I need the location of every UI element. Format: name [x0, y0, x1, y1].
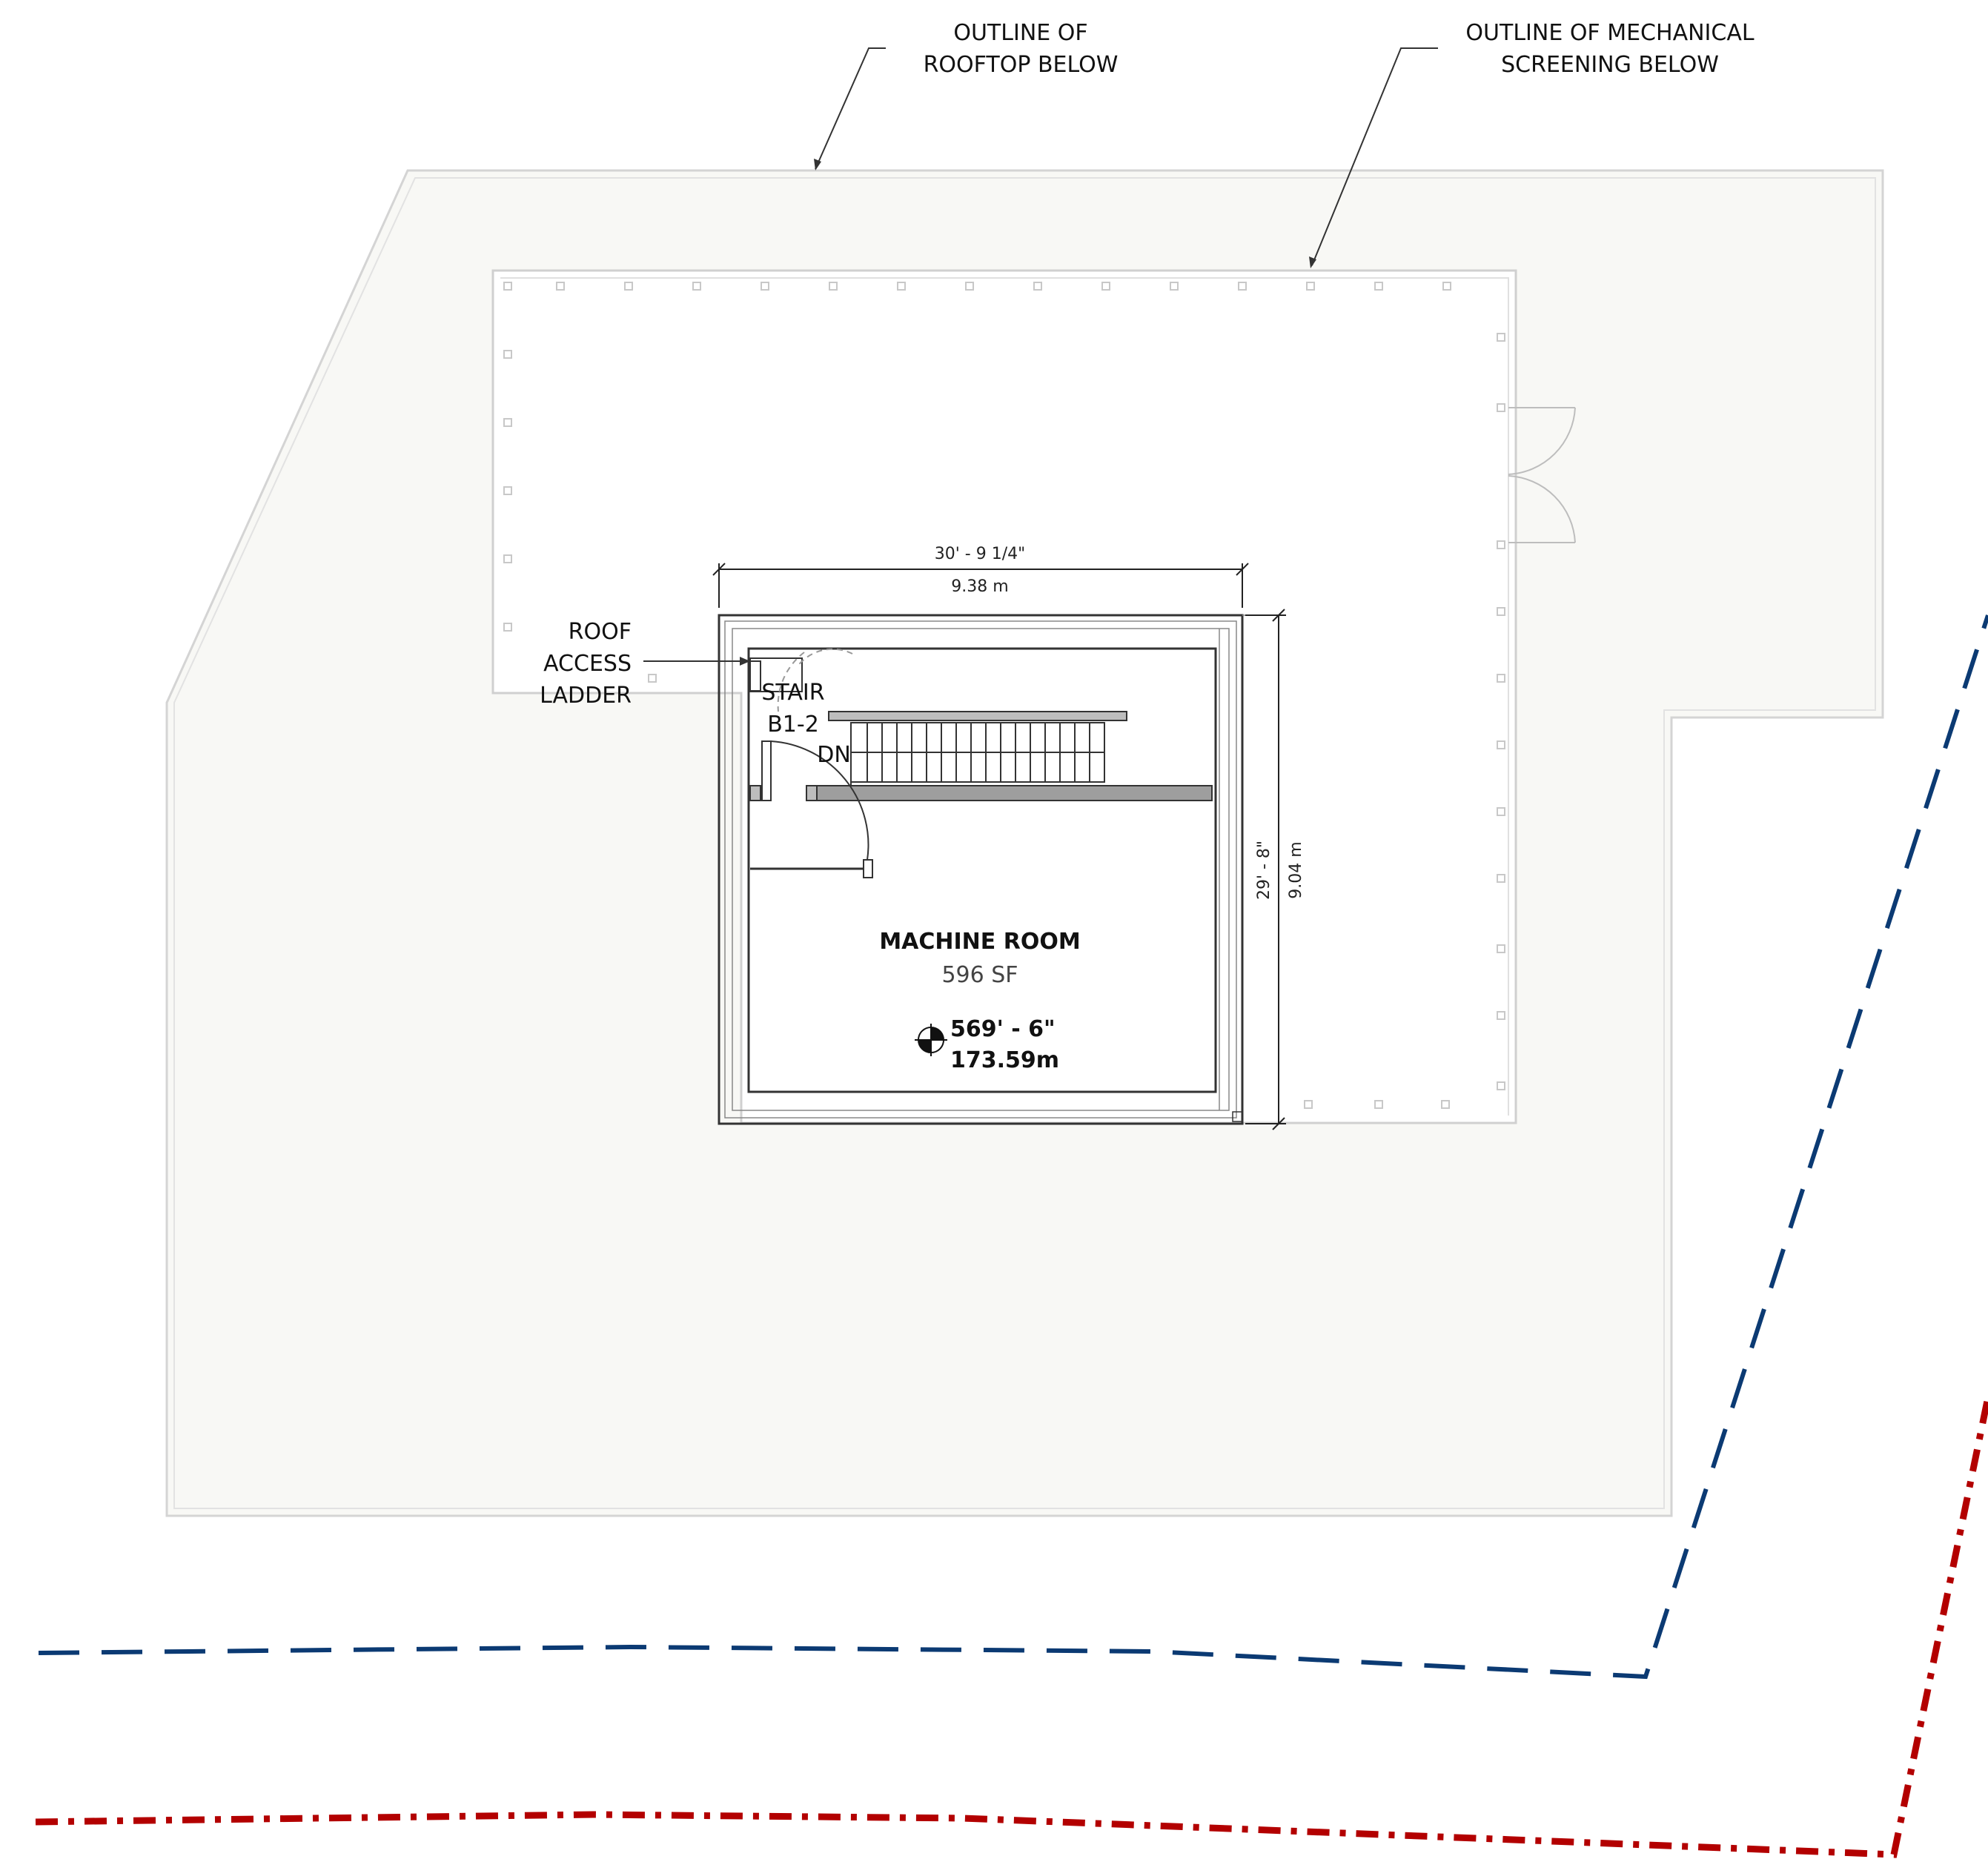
- machine-room-walls: [718, 614, 1279, 1125]
- depth-dimension-line: [1245, 609, 1286, 1130]
- rooftop-outline-label-line2: ROOFTOP BELOW: [924, 52, 1119, 78]
- stair-label-line2: B1-2: [767, 712, 819, 738]
- screening-gate: [1508, 407, 1576, 543]
- room-name: MACHINE ROOM: [879, 929, 1080, 955]
- stair-direction-label: DN: [817, 742, 851, 768]
- stair-wall: [815, 785, 1213, 801]
- door-swing: [749, 740, 873, 878]
- depth-dimension-metric: 9.04 m: [1287, 841, 1305, 898]
- stair-label-line1: STAIR: [761, 680, 824, 706]
- roof-access-ladder: [749, 648, 853, 712]
- red-dash-dot-line: [35, 1396, 1988, 1858]
- elevation-imperial: 569' - 6": [950, 1016, 1056, 1042]
- width-dimension-imperial: 30' - 9 1/4": [935, 545, 1025, 563]
- depth-dimension-imperial: 29' - 8": [1255, 841, 1273, 900]
- mechanical-screening-label-line2: SCREENING BELOW: [1501, 52, 1719, 78]
- ladder-label-line2: ACCESS: [543, 651, 632, 677]
- screening-posts: [503, 282, 1505, 1109]
- rooftop-outline-inner: [173, 177, 1876, 1509]
- mechanical-screening-inner: [500, 277, 1509, 1116]
- width-dimension-line: [712, 563, 1249, 608]
- leader-arrowheads: [740, 159, 1316, 666]
- mechanical-screening-label-line1: OUTLINE OF MECHANICAL: [1465, 20, 1754, 46]
- ladder-label-line3: LADDER: [540, 683, 632, 709]
- blue-dashed-line: [38, 614, 1988, 1680]
- spot-elevation-symbol: [915, 1024, 947, 1056]
- width-dimension-metric: 9.38 m: [951, 577, 1008, 596]
- room-area: 596 SF: [941, 962, 1018, 988]
- leader-lines: [643, 47, 1438, 662]
- ladder-label-line1: ROOF: [569, 619, 632, 645]
- elevation-metric: 173.59m: [950, 1047, 1059, 1073]
- rooftop-outline-label-line1: OUTLINE OF: [953, 20, 1087, 46]
- stair-treads: [850, 722, 1105, 786]
- stair-upper-wall: [828, 711, 1127, 721]
